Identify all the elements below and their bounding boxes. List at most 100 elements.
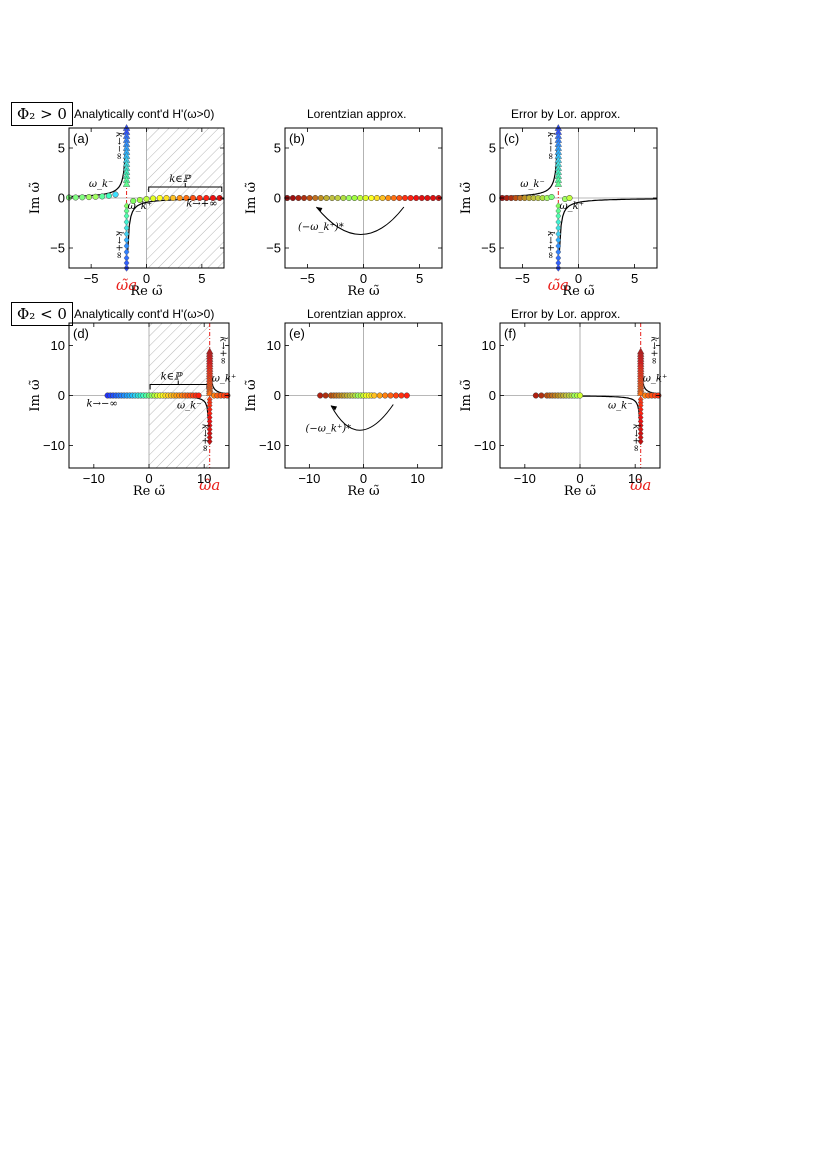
point-f-s0-1 [538,392,545,399]
annotation-d-2: ω_k⁻ [177,401,202,412]
xtick-label-d-2: 10 [197,471,211,486]
ytick-label-d-2: 10 [51,338,65,353]
point-a-s0-2 [79,194,86,201]
point-b-s0-11 [345,194,352,202]
point-b-s0-3 [301,194,308,202]
ytick-label-e-2: 10 [267,338,281,353]
special-label-f: ω̃a [630,476,651,494]
point-b-s0-8 [329,194,336,202]
point-f-s1-17 [636,388,645,396]
ytick-label-d-0: −10 [43,438,65,453]
xtick-label-f-1: 0 [576,471,583,486]
point-a-s3-6 [170,194,177,202]
annotation-d-5: k→+∞ [200,424,210,452]
point-a-s3-11 [203,194,210,202]
point-b-s0-10 [340,194,347,202]
point-a-s3-8 [183,194,190,202]
xtick-label-f-0: −10 [514,471,536,486]
annotation-c-2: k→−∞ [545,132,555,160]
point-e-s0-21 [387,392,394,399]
point-a-s3-0 [130,197,137,205]
ytick-label-c-1: 0 [489,191,496,206]
xlabel-d: Re ω̃ [133,484,165,499]
annotation-c-3: k→+∞ [545,231,555,259]
point-d-s2-11 [206,437,213,446]
ytick-label-f-2: 10 [482,338,496,353]
xtick-label-e-0: −10 [298,471,320,486]
point-a-s3-4 [156,194,163,202]
xtick-label-b-2: 5 [416,271,423,286]
point-e-s0-20 [382,392,389,399]
point-b-s0-2 [295,194,302,202]
annotation-d-1: k∈ℙ [161,372,183,383]
annotation-a-3: k→+∞ [186,199,217,210]
point-b-s0-17 [379,194,386,202]
point-a-s3-5 [163,194,170,202]
panel-label-b: (b) [289,131,305,146]
annotation-d-0: k→−∞ [87,399,118,410]
xtick-label-a-0: −5 [84,271,99,286]
point-b-s0-26 [429,194,437,202]
xtick-label-c-2: 5 [631,271,638,286]
point-f-s0-0 [532,392,539,399]
annotation-f-0: ω_k⁻ [608,401,633,412]
ytick-label-b-1: 0 [274,191,281,206]
point-b-s0-12 [351,194,358,202]
annotation-a-1: ω_k⁺ [128,201,153,212]
panel-label-e: (e) [289,326,305,341]
point-a-s3-9 [189,194,197,202]
xtick-label-d-1: 0 [145,471,152,486]
xlabel-b: Re ω̃ [347,284,379,299]
annotation-c-1: ω_k⁺ [560,201,585,212]
ytick-label-d-1: 0 [58,388,65,403]
point-a-s0-3 [85,194,92,201]
point-c-s0-11 [548,193,555,201]
point-a-s3-1 [136,196,143,204]
annotation-d-3: ω_k⁺ [212,374,237,385]
point-f-s0-14 [576,392,584,399]
xtick-label-d-0: −10 [83,471,105,486]
point-b-s0-7 [323,194,330,202]
annotation-a-4: k→−∞ [114,132,124,160]
curve-plus-c [558,198,657,253]
point-b-s0-25 [424,194,431,202]
ytick-label-f-1: 0 [489,388,496,403]
point-e-s0-23 [398,392,405,399]
point-a-s3-10 [196,194,203,202]
panel-title-f: Error by Lor. approx. [511,307,621,321]
special-label-c: ω̃a [548,276,569,294]
annotation-f-1: ω_k⁺ [643,374,668,385]
xtick-label-a-2: 5 [198,271,205,286]
arrow-curve-b [316,206,405,235]
point-a-s1-14 [122,179,131,187]
annotation-b-0: (−ω_k⁺)* [298,222,344,233]
panel-e: −10 0 10 −10 0 10 Re ω̃ Im ω̃ (e) (−ω_k⁺)* [244,322,443,499]
figure-canvas: ω̃a −5 0 5 −5 0 5 Re ω̃ Im ω̃ (a) ω_k⁻ ω_k⁺ k∈ℙ k→+∞ k… [28,123,668,499]
panel-c: ω̃a −5 0 5 −5 0 5 Re ω̃ Im ω̃ (c) ω_k⁻ ω_k⁺ k→−∞ k→+∞ [459,123,658,299]
arrow-curve-e [330,404,394,431]
point-b-s0-24 [418,194,425,202]
panel-title-c: Error by Lor. approx. [511,107,621,121]
special-label-a: ω̃a [116,276,137,294]
panel-b: −5 0 5 −5 0 5 Re ω̃ Im ω̃ (b) (−ω_k⁺)* [244,127,443,299]
panel-label-f: (f) [504,326,516,341]
row-label-negative: Φ₂ < 0 [11,302,73,326]
panel-d: ω̃a −10 0 10 −10 0 10 Re ω̃ Im ω̃ (d) k→−∞ k∈ℙ ω_k⁻ ω… [28,322,237,499]
brace-a [148,183,223,192]
point-e-s0-24 [403,392,410,399]
brace-d [149,380,208,390]
point-b-s0-21 [401,194,409,202]
point-b-s0-19 [390,194,397,202]
point-b-s0-14 [362,194,369,202]
point-e-s0-22 [392,392,400,399]
point-d-s0-33 [195,392,202,399]
xlabel-c: Re ω̃ [562,284,594,299]
xtick-label-e-2: 10 [410,471,424,486]
annotation-c-0: ω_k⁻ [520,179,545,190]
point-b-s0-23 [413,194,420,202]
point-a-s3-7 [176,194,183,202]
point-b-s0-4 [306,194,313,202]
ylabel-a: Im ω̃ [28,182,43,214]
point-e-s0-18 [371,392,378,399]
ytick-label-c-2: 5 [489,141,496,156]
